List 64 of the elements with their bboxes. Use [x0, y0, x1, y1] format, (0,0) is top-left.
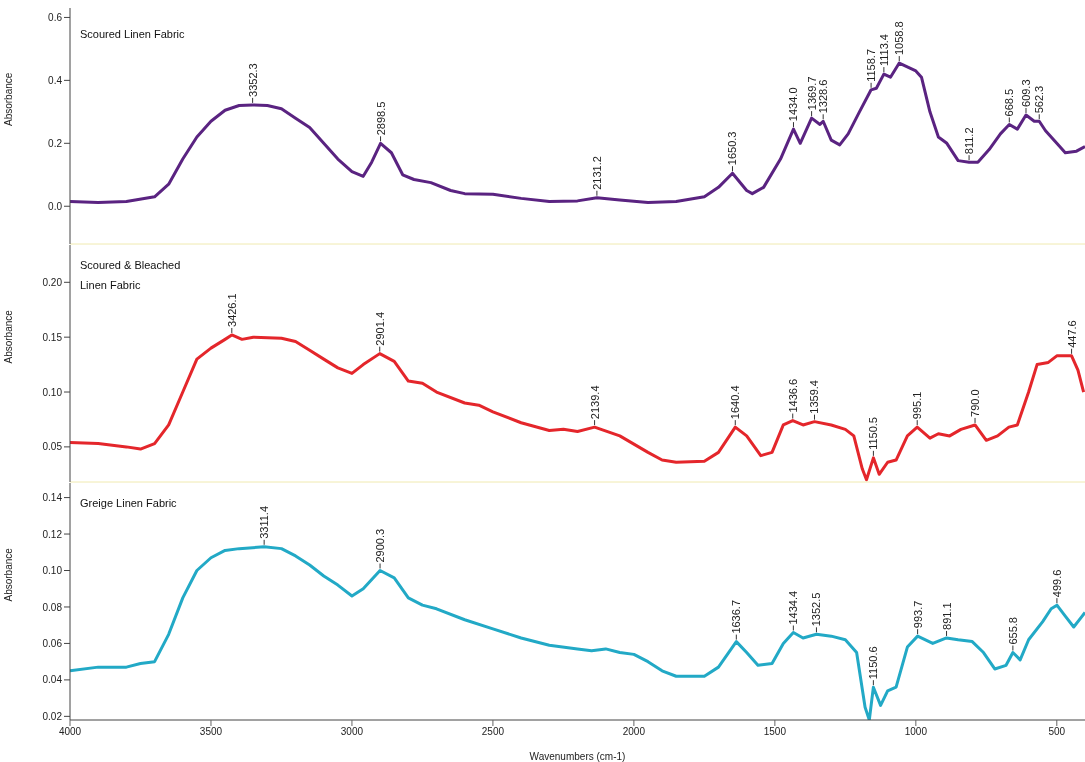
- y-tick-label: 0.04: [42, 674, 63, 686]
- text: Scoured & Bleached Linen Fabric: [80, 258, 182, 293]
- x-tick-label: 3000: [340, 726, 364, 738]
- y-tick-label: 0.06: [42, 637, 63, 649]
- annotation: 499.6: [1050, 569, 1063, 598]
- y-tick-label: 0.2: [48, 137, 63, 149]
- annotation: 1058.8: [893, 21, 906, 56]
- annotation: 668.5: [1003, 88, 1016, 117]
- y-tick-label: 0.20: [42, 276, 63, 288]
- annotation: 1359.4: [808, 380, 821, 414]
- annotation: 995.1: [911, 391, 924, 420]
- annotation: 1150.5: [867, 417, 880, 450]
- annotation: 1434.4: [787, 590, 800, 625]
- text: Scoured Linen Fabric: [80, 27, 185, 42]
- y-tick-label: 0.4: [48, 74, 63, 86]
- annotation: 1328.6: [817, 79, 830, 114]
- annotation: 447.6: [1065, 320, 1078, 348]
- y-tick-label: 0.02: [42, 710, 63, 722]
- annotation: 2131.2: [590, 156, 603, 190]
- annotation: 1113.4: [877, 34, 890, 67]
- annotation: 562.3: [1033, 85, 1046, 114]
- annotation: 3352.3: [246, 63, 259, 97]
- x-tick-label: 2500: [481, 726, 505, 738]
- x-tick-label: 500: [1048, 726, 1066, 738]
- annotation: 655.8: [1006, 617, 1019, 645]
- x-tick-label: 1500: [763, 726, 787, 738]
- annotation: 609.3: [1019, 79, 1032, 107]
- annotation: 2898.5: [374, 101, 387, 136]
- y-tick-label: 0.08: [42, 601, 63, 613]
- annotation: 3311.4: [258, 505, 271, 539]
- annotation: 2139.4: [588, 385, 601, 420]
- y-axis-title: Absorbance: [2, 547, 14, 602]
- annotation: 1150.6: [867, 646, 880, 680]
- annotation: 1369.7: [805, 76, 818, 111]
- x-tick-label: 1000: [904, 726, 928, 738]
- y-tick-label: 0.10: [42, 386, 63, 398]
- y-axis-title: Absorbance: [2, 72, 14, 126]
- x-axis-title: Wavenumbers (cm-1): [529, 751, 626, 762]
- y-tick-label: 0.15: [42, 331, 63, 343]
- x-tick-label: 4000: [58, 726, 82, 738]
- annotation: 811.2: [963, 127, 976, 155]
- x-tick-label: 3500: [199, 726, 223, 738]
- annotation: 993.7: [911, 600, 924, 629]
- y-tick-label: 0.10: [42, 565, 63, 577]
- annotation: 1352.5: [810, 592, 823, 627]
- annotation: 1434.0: [787, 87, 800, 122]
- y-tick-label: 0.6: [48, 11, 63, 23]
- text: Greige Linen Fabric: [80, 496, 177, 511]
- annotation: 1436.6: [786, 378, 799, 413]
- annotation: 1640.4: [729, 385, 742, 420]
- y-tick-label: 0.14: [42, 492, 63, 504]
- y-tick-label: 0.05: [42, 441, 63, 453]
- annotation: 790.0: [969, 389, 982, 417]
- annotation: 2901.4: [373, 311, 386, 346]
- annotation: 1636.7: [730, 599, 743, 634]
- y-tick-label: 0.12: [42, 528, 63, 540]
- annotation: 1650.3: [726, 131, 739, 166]
- annotation: 891.1: [940, 602, 953, 630]
- y-tick-label: 0.0: [48, 200, 63, 212]
- y-axis-title: Absorbance: [2, 309, 14, 364]
- annotation: 1158.7: [865, 48, 878, 82]
- annotation: 3426.1: [225, 293, 238, 327]
- annotation: 2900.3: [374, 528, 387, 563]
- x-tick-label: 2000: [622, 726, 646, 738]
